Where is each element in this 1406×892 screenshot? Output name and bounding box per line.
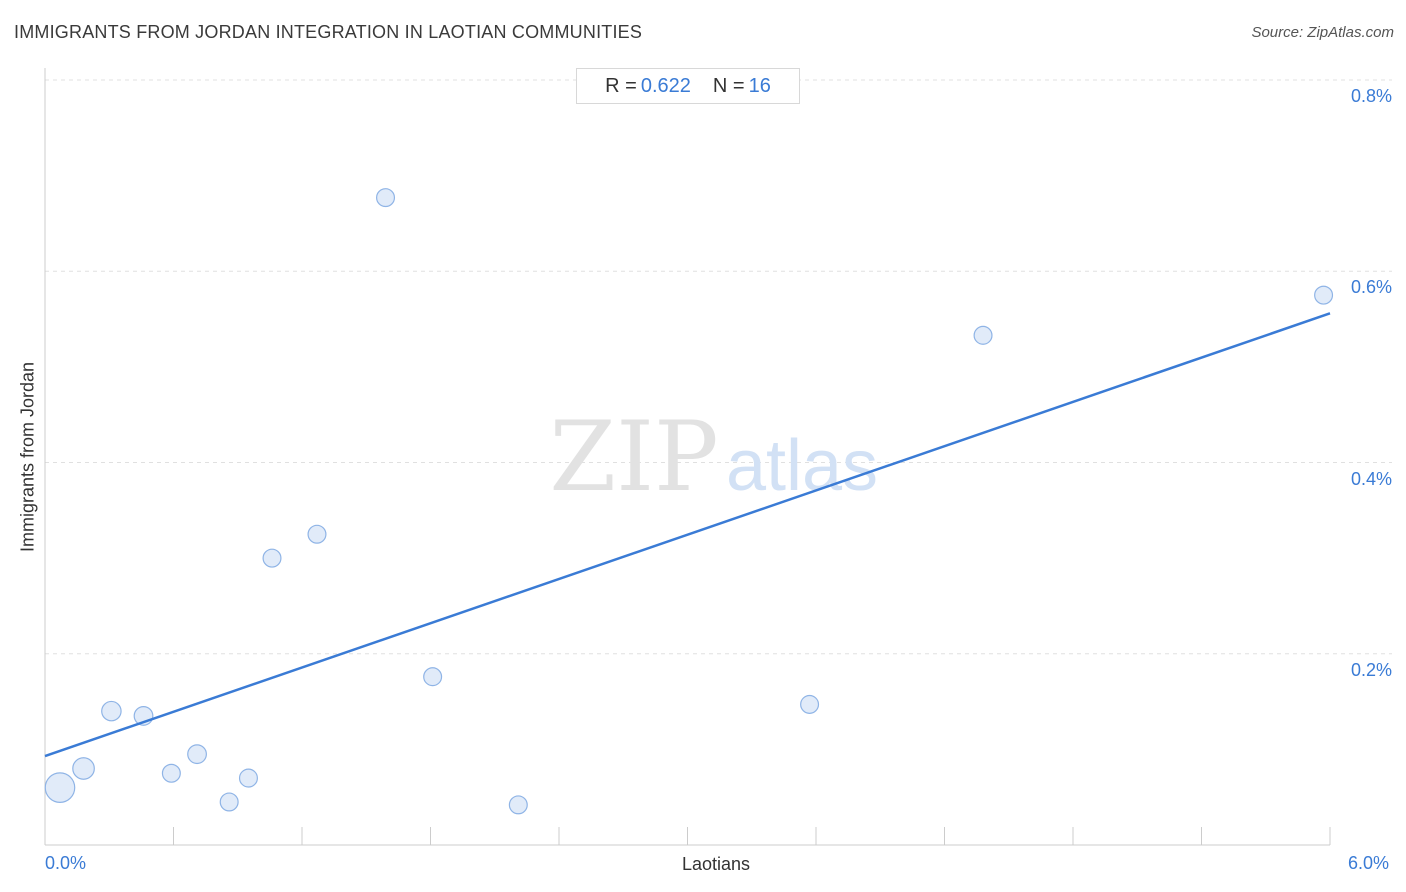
data-point-0 — [44, 772, 76, 803]
data-point-15 — [1314, 285, 1334, 305]
data-point-5 — [187, 744, 207, 765]
source-label: Source: ZipAtlas.com — [1251, 24, 1394, 41]
trendline — [44, 312, 1331, 758]
n-label: N = — [712, 74, 745, 97]
x-axis-label: Laotians — [681, 854, 751, 874]
chart-title: IMMIGRANTS FROM JORDAN INTEGRATION IN LA… — [14, 22, 643, 42]
data-point-2 — [101, 700, 122, 722]
data-point-12 — [508, 795, 528, 815]
data-point-10 — [376, 188, 396, 208]
y-tick-label-2: 0.6% — [1350, 277, 1392, 298]
data-point-8 — [262, 548, 282, 568]
y-axis-label: Immigrants from Jordan — [17, 361, 38, 553]
data-point-1 — [72, 757, 95, 780]
stats-box: R = 0.622 N = 16 — [576, 68, 800, 104]
r-label: R = — [605, 74, 637, 97]
y-tick-label-3: 0.8% — [1350, 86, 1392, 106]
data-point-14 — [973, 325, 993, 345]
y-tick-label-0: 0.2% — [1350, 659, 1392, 680]
data-point-9 — [307, 524, 327, 544]
watermark-atlas: atlas — [726, 426, 878, 506]
data-point-11 — [423, 667, 443, 687]
n-value: 16 — [748, 74, 771, 97]
data-point-13 — [800, 694, 820, 714]
data-points — [44, 188, 1334, 815]
data-point-4 — [161, 763, 181, 783]
trendline-line — [44, 312, 1331, 758]
data-point-6 — [219, 792, 239, 812]
x-tick-label-min: 0.0% — [45, 853, 87, 873]
x-tick-label-max: 6.0% — [1348, 853, 1390, 873]
axes — [44, 68, 1331, 846]
watermark-zip: ZIP — [549, 401, 718, 513]
data-point-7 — [238, 768, 258, 788]
grid-lines — [45, 79, 1392, 655]
r-value: 0.622 — [640, 74, 691, 97]
watermark: ZIP atlas — [549, 401, 878, 513]
y-tick-label-1: 0.4% — [1350, 468, 1392, 489]
